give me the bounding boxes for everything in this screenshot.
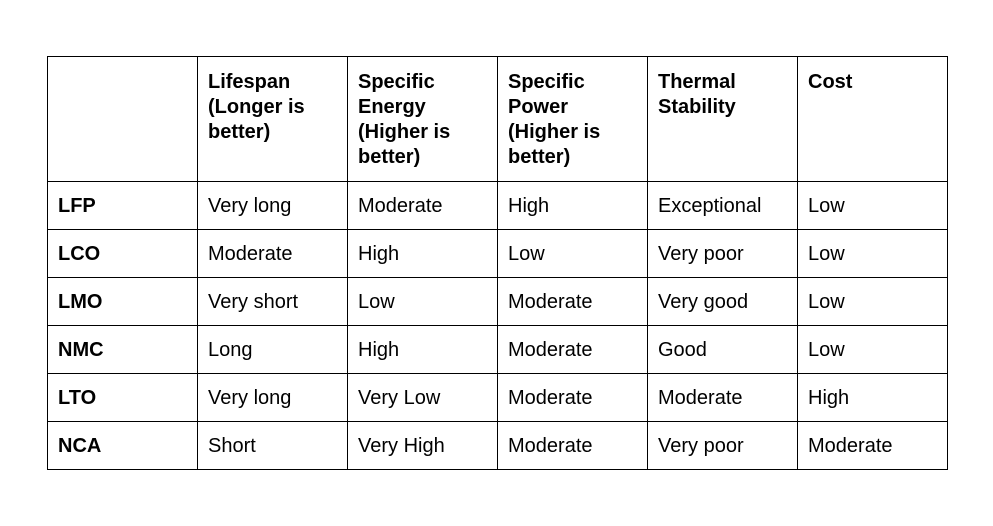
table-row: LCO Moderate High Low Very poor Low [47, 229, 948, 278]
table-cell: High [347, 229, 498, 278]
table-cell: Moderate [497, 277, 648, 326]
header-cell-specific-energy: Specific Energy (Higher is better) [347, 56, 498, 182]
row-label: LTO [47, 373, 198, 422]
table-cell: Very long [197, 373, 348, 422]
table-cell: Moderate [347, 181, 498, 230]
table-cell: Very High [347, 421, 498, 470]
table-cell: Very long [197, 181, 348, 230]
table-cell: Exceptional [647, 181, 798, 230]
table-cell: High [797, 373, 948, 422]
table-cell: Long [197, 325, 348, 374]
table-cell: Good [647, 325, 798, 374]
table-cell: Very poor [647, 229, 798, 278]
table-row: LFP Very long Moderate High Exceptional … [47, 181, 948, 230]
table-cell: Very good [647, 277, 798, 326]
table-cell: High [497, 181, 648, 230]
table-cell: Low [497, 229, 648, 278]
header-cell-thermal-stability: Thermal Stability [647, 56, 798, 182]
header-cell-cost: Cost [797, 56, 948, 182]
table-cell: Very Low [347, 373, 498, 422]
table-cell: Short [197, 421, 348, 470]
table-cell: Very poor [647, 421, 798, 470]
table-row: LTO Very long Very Low Moderate Moderate… [47, 373, 948, 422]
row-label: LCO [47, 229, 198, 278]
table-cell: Moderate [497, 421, 648, 470]
row-label: LFP [47, 181, 198, 230]
header-cell-lifespan: Lifespan (Longer is better) [197, 56, 348, 182]
header-cell-empty [47, 56, 198, 182]
table-cell: Low [797, 325, 948, 374]
table-cell: Moderate [647, 373, 798, 422]
table-cell: Moderate [497, 373, 648, 422]
table-cell: Low [797, 181, 948, 230]
header-row: Lifespan (Longer is better) Specific Ene… [47, 56, 948, 182]
table-cell: Low [347, 277, 498, 326]
table-cell: Low [797, 229, 948, 278]
table-cell: Low [797, 277, 948, 326]
row-label: LMO [47, 277, 198, 326]
table-row: LMO Very short Low Moderate Very good Lo… [47, 277, 948, 326]
table-cell: Moderate [497, 325, 648, 374]
row-label: NMC [47, 325, 198, 374]
table-cell: High [347, 325, 498, 374]
table-cell: Moderate [797, 421, 948, 470]
table-row: NCA Short Very High Moderate Very poor M… [47, 421, 948, 470]
row-label: NCA [47, 421, 198, 470]
table-row: NMC Long High Moderate Good Low [47, 325, 948, 374]
battery-comparison-table: Lifespan (Longer is better) Specific Ene… [47, 56, 948, 470]
table-cell: Very short [197, 277, 348, 326]
table-cell: Moderate [197, 229, 348, 278]
header-cell-specific-power: Specific Power (Higher is better) [497, 56, 648, 182]
